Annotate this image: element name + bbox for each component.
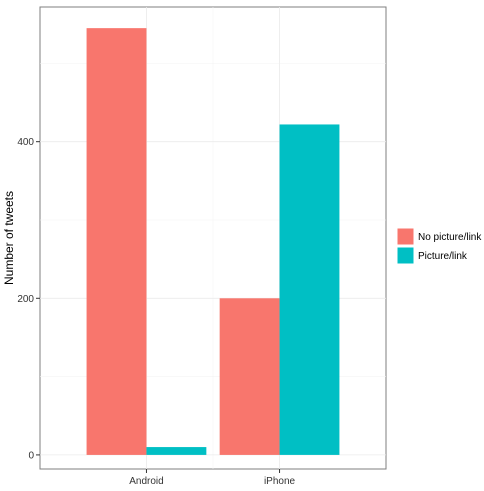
y-axis: 0 200 400 <box>17 137 40 461</box>
x-tick-label: iPhone <box>264 476 296 487</box>
bars <box>86 28 340 455</box>
bar <box>219 298 280 455</box>
legend: No picture/link Picture/link <box>396 227 482 265</box>
legend-key <box>396 246 415 265</box>
y-axis-title: Number of tweets <box>2 191 16 285</box>
y-tick-label: 400 <box>17 137 34 148</box>
bar <box>86 28 147 455</box>
y-tick-label: 200 <box>17 294 34 305</box>
legend-key <box>396 227 415 246</box>
legend-label: No picture/link <box>418 232 482 243</box>
x-axis: Android iPhone <box>129 469 296 487</box>
bar <box>146 447 207 455</box>
legend-label: Picture/link <box>418 251 468 262</box>
x-tick-label: Android <box>129 476 163 487</box>
bar <box>279 124 340 455</box>
y-tick-label: 0 <box>28 450 34 461</box>
